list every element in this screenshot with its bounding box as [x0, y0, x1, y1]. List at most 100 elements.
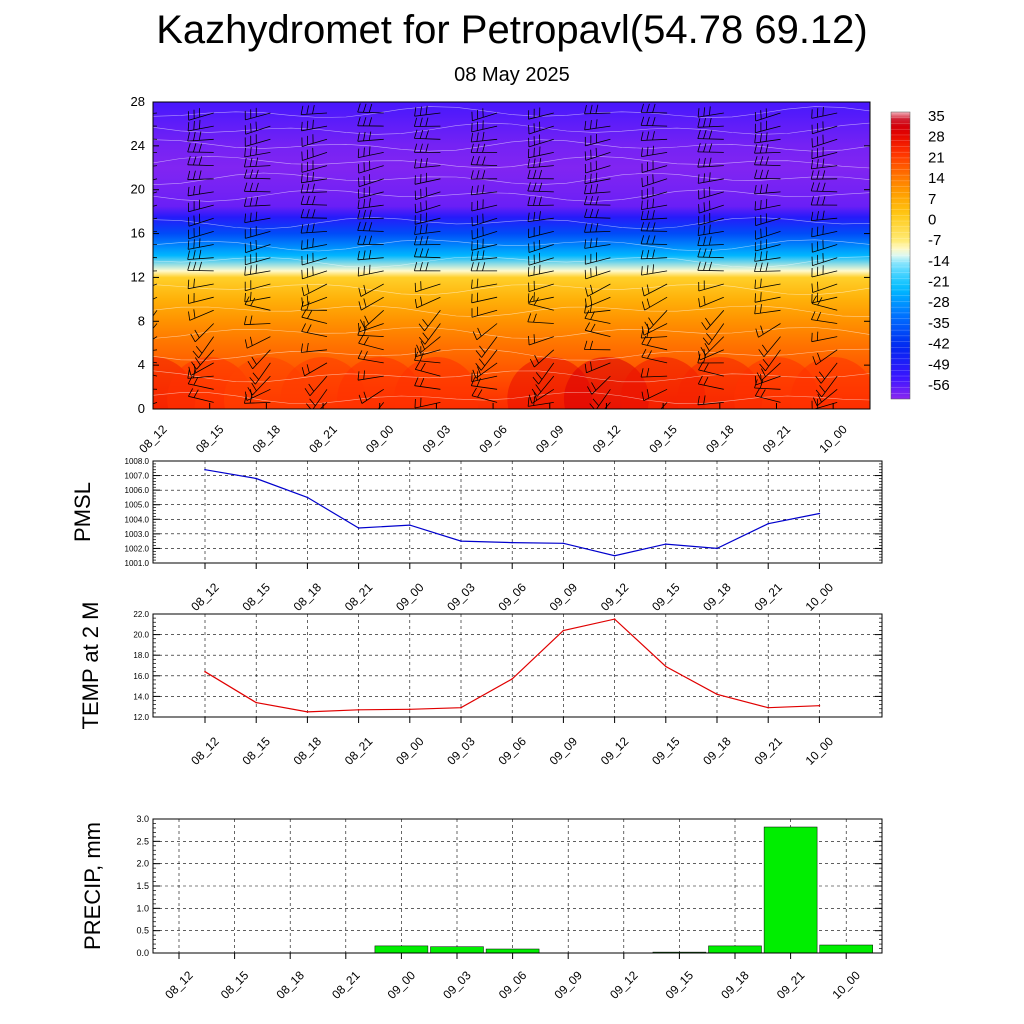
wind-barb [754, 239, 781, 252]
wind-barb [641, 323, 668, 336]
wind-barb [754, 226, 781, 240]
colorbar-label: -7 [928, 232, 941, 249]
wind-barb [527, 211, 554, 222]
colorbar-label: -14 [928, 253, 950, 270]
data-point [562, 629, 565, 632]
plot-frame [152, 460, 883, 564]
precip-bar [763, 826, 818, 954]
wind-barb [416, 336, 441, 354]
wind-barb [754, 132, 781, 144]
colorbar-label: -21 [928, 274, 950, 291]
wind-barb [754, 373, 781, 386]
wind-barb [755, 323, 781, 338]
x-tick-label: 09_00 [393, 580, 427, 614]
wind-barb [418, 310, 441, 332]
wind-barb [188, 388, 214, 403]
data-point [511, 678, 513, 680]
colorbar-labels: 35 28 21 14 7 0 -7 -14 -21 -28 -35 -42 -49 -56 [928, 108, 950, 394]
wind-barb [754, 198, 781, 211]
wind-barb [528, 134, 554, 148]
wind-barb [584, 340, 611, 351]
wind-barb [697, 375, 724, 390]
colorbar-label: 21 [928, 149, 945, 166]
colorbar-label: 0 [928, 211, 936, 228]
data-point [255, 701, 257, 704]
wind-barb [153, 323, 158, 329]
x-tick-label: 09_03 [420, 422, 454, 456]
wind-barb [811, 146, 838, 160]
wind-barb [414, 129, 441, 140]
isotherm-line [153, 217, 870, 230]
pmsl-panel: 1001.0 1002.0 1003.0 1004.0 1005.0 1006.0 1007… [70, 457, 883, 614]
x-tick-label: 10_00 [803, 580, 837, 614]
wind-barb [187, 170, 214, 181]
y-tick-label: 1.0 [136, 903, 149, 913]
wind-barb [301, 309, 328, 324]
wind-barb [641, 160, 668, 173]
wind-barb [641, 145, 668, 157]
y-tick-label: 1004.0 [125, 515, 150, 524]
data-point [204, 468, 206, 471]
x-tick-label: 09_18 [700, 734, 734, 768]
wind-barb [641, 198, 668, 210]
wind-barb [697, 129, 724, 140]
data-point [665, 665, 667, 668]
wind-barb [754, 387, 781, 403]
isotherm-line [153, 305, 870, 318]
wind-barb [811, 225, 838, 238]
x-tick-label: 09_18 [703, 422, 737, 456]
wind-barb [810, 170, 838, 180]
wind-barb [307, 402, 328, 409]
wind-barb [300, 208, 328, 219]
wind-barb [244, 196, 271, 207]
isotherm-line [153, 122, 870, 135]
y-tick-label: 24 [131, 138, 145, 153]
wind-barb [527, 157, 554, 169]
wind-barb [301, 323, 328, 337]
wind-barb [304, 375, 328, 397]
x-tick-label: 08_15 [193, 422, 227, 456]
x-tick-label: 09_18 [700, 580, 734, 614]
y-tick-label: 0.0 [136, 948, 149, 958]
wind-barb [584, 184, 611, 195]
wind-barb [301, 134, 328, 147]
plot-frame [152, 818, 883, 954]
wind-barb [640, 210, 668, 221]
wind-barb [187, 185, 214, 197]
wind-barb [697, 395, 724, 406]
y-tick-label: 14.0 [133, 692, 149, 701]
wind-barb [191, 349, 214, 370]
wind-barb [418, 323, 441, 345]
wind-barb [244, 296, 271, 311]
wind-barb [584, 310, 611, 324]
y-tick-label: 18.0 [133, 651, 149, 660]
wind-barb [698, 200, 724, 214]
x-tick-label: 09_12 [598, 734, 632, 768]
cross-section-y-axis: 0 4 8 12 16 20 24 28 [131, 94, 870, 416]
wind-barb [697, 117, 724, 128]
x-tick-label: 09_09 [547, 734, 581, 768]
isotherm-line [153, 189, 870, 202]
data-point [460, 540, 462, 542]
isotherm-line [153, 239, 870, 252]
x-tick-label: 09_21 [751, 734, 785, 768]
isotherm-line [153, 106, 870, 118]
wind-barb [698, 212, 724, 226]
wind-barb [414, 172, 441, 185]
x-tick-label: 09_21 [751, 580, 785, 614]
wind-barb [698, 280, 724, 292]
colorbar-bands [891, 117, 910, 394]
isotherm-contours [153, 106, 870, 404]
wind-barb [697, 157, 724, 168]
wind-barb [471, 371, 498, 382]
wind-barb [640, 222, 668, 232]
x-tick-label: 08_18 [273, 968, 307, 1002]
wind-barb [187, 119, 214, 132]
wind-barb [244, 315, 271, 326]
data-point [716, 547, 718, 550]
wind-barb [759, 349, 781, 372]
wind-barb [587, 375, 611, 395]
y-tick-label: 12 [131, 269, 145, 284]
data-point [613, 618, 616, 620]
